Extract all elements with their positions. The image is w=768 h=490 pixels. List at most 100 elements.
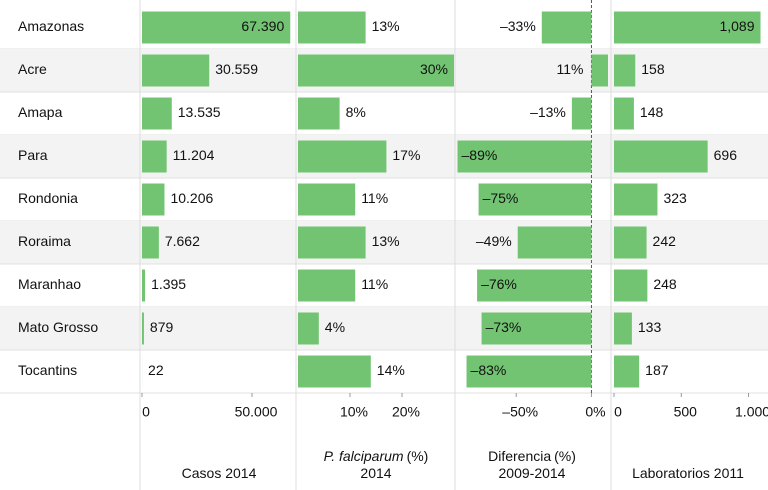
bar <box>142 54 210 87</box>
value-label: 323 <box>663 190 687 206</box>
value-label: 30.559 <box>215 61 258 77</box>
bar <box>142 97 172 130</box>
value-label: 187 <box>645 362 669 378</box>
value-label: 11% <box>556 61 583 77</box>
bar <box>481 312 592 345</box>
bar <box>614 11 761 44</box>
value-label: –49% <box>476 233 512 249</box>
x-tick-label: 0 <box>614 404 622 420</box>
bar <box>541 11 592 44</box>
row-label: Amazonas <box>18 18 84 34</box>
row-label: Amapa <box>18 104 63 120</box>
bar <box>142 11 291 44</box>
value-label: 22 <box>148 362 164 378</box>
panel-title-part: 2014 <box>360 465 391 481</box>
bar <box>614 54 636 87</box>
value-label: 30% <box>420 61 448 77</box>
value-label: 8% <box>346 104 366 120</box>
x-tick-label: –50% <box>502 404 538 420</box>
panel-title-part: P. falciparum <box>324 448 404 464</box>
bar <box>142 226 159 259</box>
bar <box>614 97 634 130</box>
bar <box>614 312 632 345</box>
value-label: 148 <box>640 104 664 120</box>
bar <box>298 226 366 259</box>
bar <box>466 355 592 388</box>
value-label: –83% <box>471 362 507 378</box>
row-label: Acre <box>18 61 47 77</box>
panel-title-part: (%) <box>554 448 576 464</box>
panel-title-part: (%) <box>407 448 429 464</box>
row-label: Para <box>18 147 48 163</box>
bar <box>571 97 592 130</box>
bar <box>614 355 640 388</box>
panel-title: P. falciparum (%) <box>324 448 429 464</box>
bar <box>298 54 454 87</box>
bar <box>457 140 592 173</box>
x-tick-label: 500 <box>674 404 698 420</box>
panel-title-part: Diferencia <box>488 448 551 464</box>
value-label: 7.662 <box>165 233 200 249</box>
bar <box>614 183 658 216</box>
panel-title: 2014 <box>360 465 391 481</box>
value-label: 14% <box>377 362 405 378</box>
row-label: Tocantins <box>18 362 77 378</box>
value-label: 13% <box>372 233 400 249</box>
bar <box>591 54 608 87</box>
panel-title: Laboratorios 2011 <box>632 465 744 481</box>
panel-title: Diferencia (%) <box>488 448 576 464</box>
value-label: 13.535 <box>178 104 221 120</box>
value-label: 1.395 <box>151 276 186 292</box>
bar <box>298 183 356 216</box>
panel-title-part: Laboratorios 2011 <box>632 465 744 481</box>
value-label: 879 <box>150 319 174 335</box>
value-label: –89% <box>462 147 498 163</box>
row-label: Mato Grosso <box>18 319 98 335</box>
value-label: 13% <box>372 18 400 34</box>
row-label: Roraima <box>18 233 71 249</box>
x-tick-label: 20% <box>392 404 420 420</box>
bar <box>614 140 708 173</box>
bar <box>614 226 647 259</box>
x-tick-label: 0% <box>585 404 605 420</box>
bar <box>298 140 387 173</box>
value-label: 11% <box>361 276 388 292</box>
panel-title-part: 2009-2014 <box>499 465 566 481</box>
value-label: 242 <box>653 233 677 249</box>
bar <box>478 183 592 216</box>
row-band <box>0 307 768 350</box>
panel-title: Casos 2014 <box>182 465 257 481</box>
bar <box>142 269 146 302</box>
value-label: –33% <box>500 18 536 34</box>
bar <box>298 355 371 388</box>
x-tick-label: 50.000 <box>235 404 278 420</box>
x-tick-label: 0 <box>142 404 150 420</box>
value-label: –13% <box>530 104 566 120</box>
bar <box>298 269 356 302</box>
value-label: 1,089 <box>719 18 754 34</box>
x-tick-label: 1.000 <box>735 404 768 420</box>
bar <box>517 226 592 259</box>
bar <box>477 269 592 302</box>
bar <box>614 269 648 302</box>
panel-title: 2009-2014 <box>499 465 566 481</box>
row-label: Maranhao <box>18 276 81 292</box>
value-label: 133 <box>638 319 662 335</box>
bar <box>142 312 144 345</box>
value-label: –76% <box>481 276 517 292</box>
value-label: 10.206 <box>170 190 213 206</box>
value-label: 158 <box>641 61 665 77</box>
bar <box>298 11 366 44</box>
panel-title-part: Casos 2014 <box>182 465 257 481</box>
value-label: 248 <box>653 276 677 292</box>
value-label: 696 <box>714 147 738 163</box>
value-label: 11% <box>361 190 388 206</box>
value-label: –75% <box>483 190 519 206</box>
bar <box>298 97 340 130</box>
value-label: 4% <box>325 319 345 335</box>
x-tick-label: 10% <box>340 404 368 420</box>
bar <box>142 140 167 173</box>
bar <box>298 312 319 345</box>
value-label: –73% <box>486 319 522 335</box>
